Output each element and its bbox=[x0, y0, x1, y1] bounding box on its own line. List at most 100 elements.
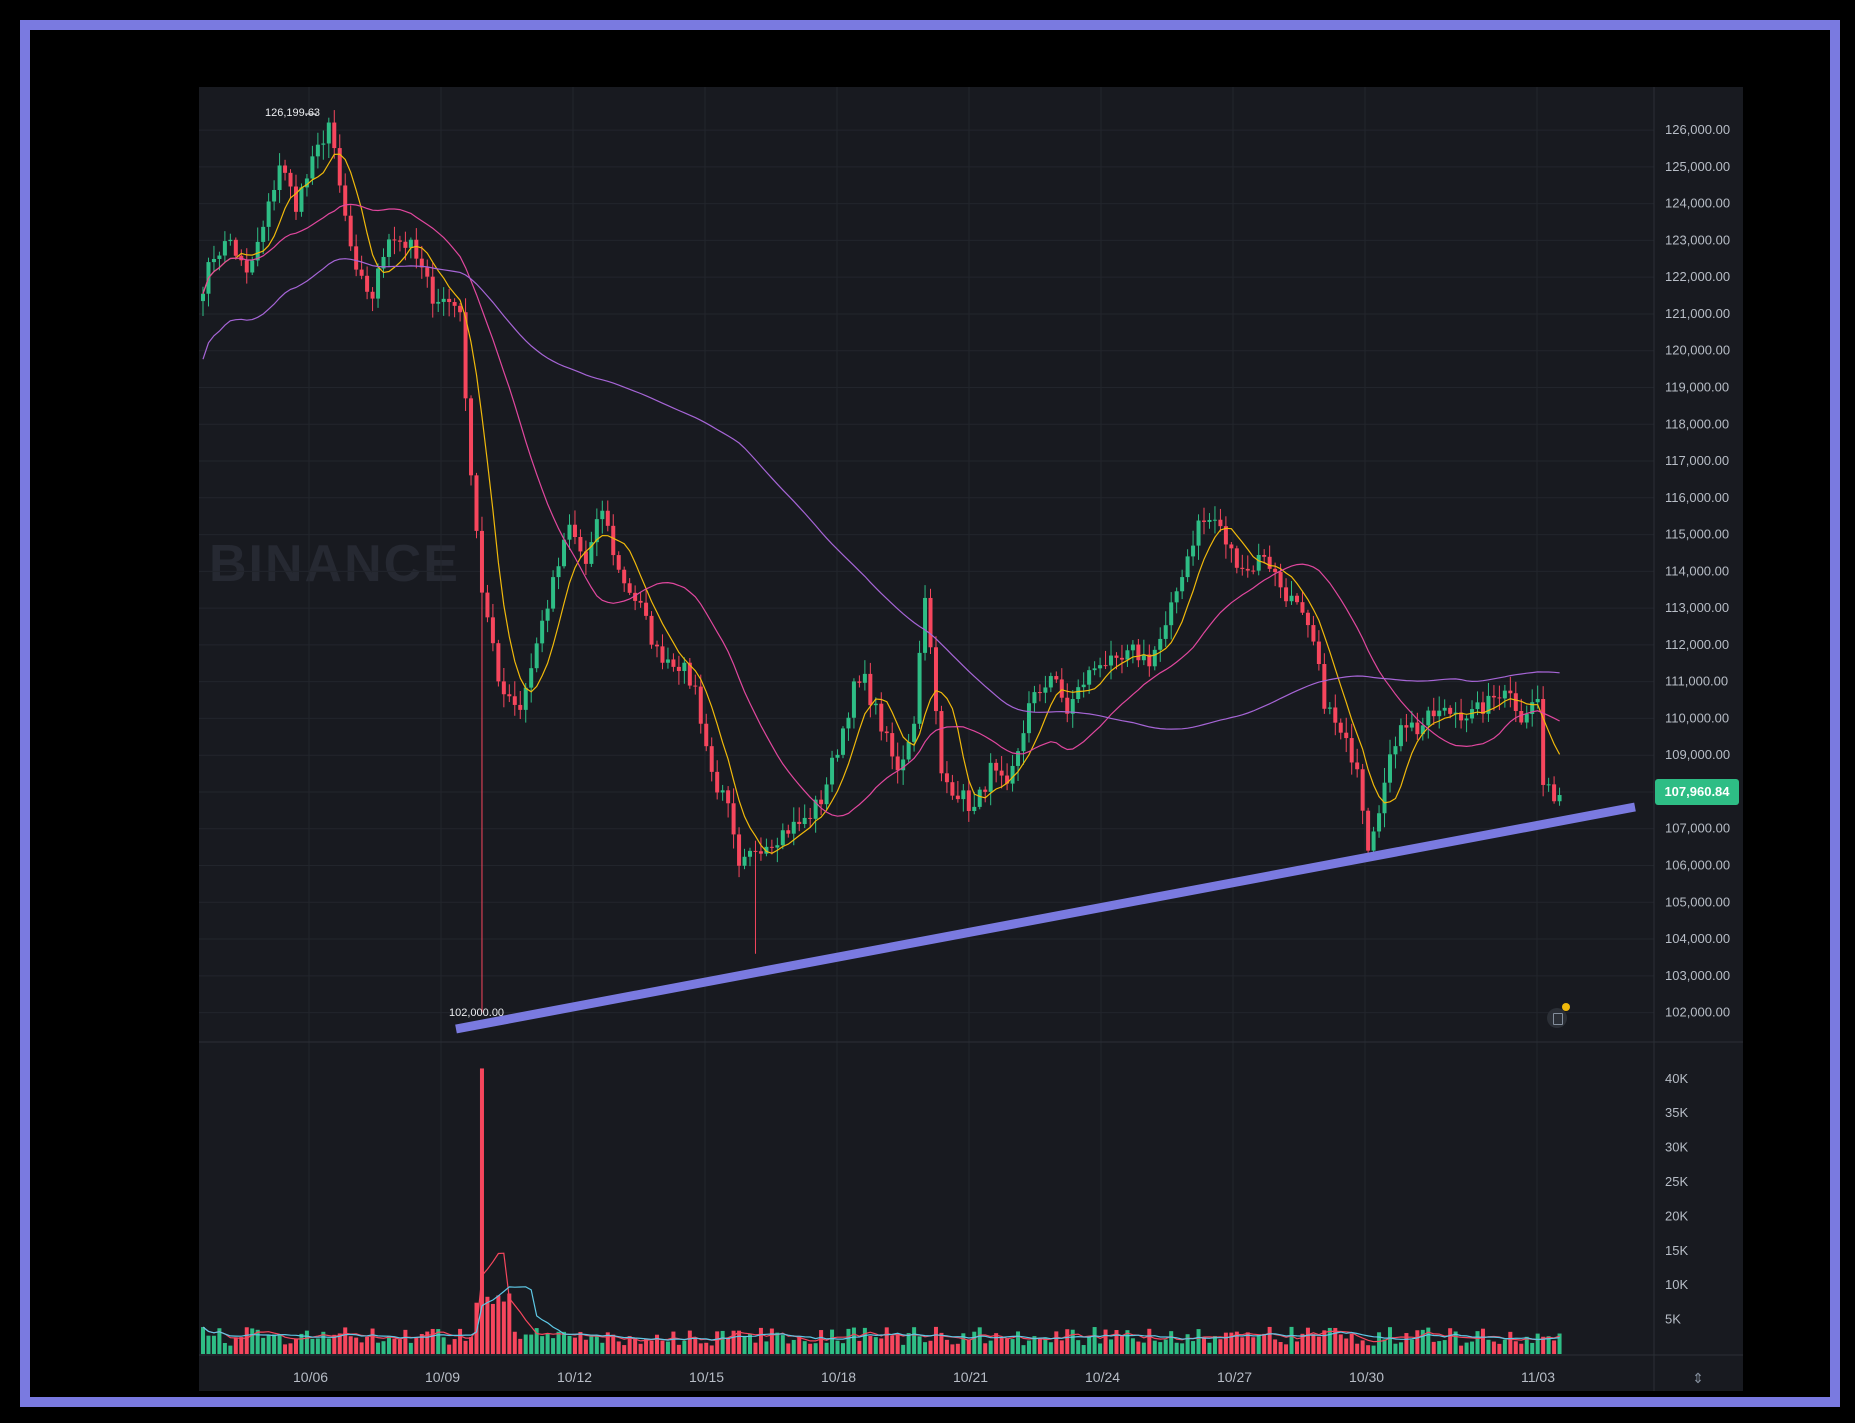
volume-bar bbox=[1174, 1342, 1179, 1354]
candle-body bbox=[665, 659, 670, 663]
ma99-line bbox=[202, 258, 1560, 730]
volume-bar bbox=[501, 1301, 506, 1354]
volume-bar bbox=[1295, 1341, 1299, 1354]
candle-body bbox=[1426, 710, 1431, 726]
volume-bar bbox=[222, 1343, 227, 1354]
candle-body bbox=[567, 524, 572, 540]
volume-bar bbox=[211, 1335, 216, 1354]
volume-bar bbox=[1557, 1333, 1562, 1354]
volume-bar bbox=[1229, 1332, 1234, 1354]
volume-bar bbox=[737, 1330, 742, 1354]
candle-body bbox=[1377, 813, 1382, 832]
chart-canvas: 126,000.00 125,000.00 124,000.00 123,000.00… bbox=[199, 87, 1743, 1391]
volume-bar bbox=[758, 1327, 763, 1354]
candle-body bbox=[1273, 568, 1278, 573]
volume-bar bbox=[545, 1333, 550, 1354]
candle-body bbox=[392, 239, 397, 241]
candle-body bbox=[397, 240, 402, 242]
candle-body bbox=[1152, 649, 1157, 667]
volume-bar bbox=[578, 1331, 583, 1354]
volume-bar bbox=[1371, 1345, 1376, 1354]
volume-bar bbox=[704, 1342, 709, 1354]
volume-bar bbox=[1316, 1336, 1321, 1354]
volume-bar bbox=[1437, 1341, 1442, 1354]
session-low-label: 102,000.00 bbox=[449, 1007, 505, 1019]
candle-body bbox=[1185, 556, 1190, 578]
candle-body bbox=[408, 239, 413, 248]
price-tick-label: 110,000.00 bbox=[1665, 710, 1729, 725]
candle-body bbox=[1218, 519, 1223, 527]
volume-bar bbox=[529, 1334, 534, 1354]
candle-body bbox=[633, 592, 638, 601]
volume-bar bbox=[1480, 1328, 1485, 1354]
date-tick-label: 10/06 bbox=[293, 1369, 328, 1385]
candle-body bbox=[283, 165, 288, 173]
volume-bar bbox=[1098, 1343, 1103, 1354]
candle-body bbox=[403, 241, 408, 248]
candle-body bbox=[1191, 545, 1196, 557]
candle-body bbox=[1491, 695, 1496, 698]
candlestick-chart[interactable]: BINANCE 126,000.00 125,000.00 124,000.00 12… bbox=[199, 87, 1743, 1391]
price-tick-label: 109,000.00 bbox=[1665, 747, 1730, 762]
volume-bar bbox=[1234, 1331, 1239, 1354]
candle-body bbox=[1349, 738, 1354, 763]
volume-bar bbox=[452, 1339, 457, 1354]
volume-bar bbox=[950, 1344, 955, 1354]
volume-bar bbox=[1092, 1327, 1097, 1354]
volume-bar bbox=[819, 1330, 824, 1354]
candle-body bbox=[1552, 784, 1557, 802]
candle-body bbox=[780, 830, 785, 846]
candle-body bbox=[1223, 526, 1228, 545]
volume-ma5-line bbox=[202, 1252, 1560, 1343]
volume-bar bbox=[376, 1342, 381, 1354]
volume-bar bbox=[1513, 1341, 1518, 1354]
alert-icon[interactable] bbox=[1547, 1003, 1570, 1028]
candle-body bbox=[983, 789, 988, 792]
volume-bar bbox=[830, 1329, 835, 1354]
candle-body bbox=[1207, 519, 1212, 522]
candle-body bbox=[638, 600, 643, 603]
candle-body bbox=[321, 143, 326, 145]
volume-bar bbox=[304, 1330, 309, 1354]
volume-bar bbox=[846, 1328, 851, 1354]
candle-body bbox=[1404, 725, 1409, 728]
price-tick-label: 126,000.00 bbox=[1665, 122, 1730, 137]
candle-body bbox=[731, 803, 736, 835]
volume-bar bbox=[255, 1329, 260, 1354]
volume-bar bbox=[944, 1339, 949, 1354]
candle-body bbox=[933, 647, 938, 712]
session-high-label: 126,199.63 bbox=[265, 107, 321, 119]
candle-body bbox=[594, 519, 599, 543]
volume-bar bbox=[397, 1339, 402, 1354]
volume-bar bbox=[1415, 1330, 1420, 1354]
volume-bar bbox=[1005, 1338, 1010, 1354]
volume-bar bbox=[337, 1333, 342, 1354]
candle-body bbox=[1546, 784, 1551, 786]
volume-bar bbox=[250, 1328, 255, 1354]
candle-body bbox=[704, 723, 709, 747]
candle-body bbox=[939, 711, 944, 774]
candle-body bbox=[1065, 697, 1070, 714]
volume-bar bbox=[1431, 1341, 1436, 1354]
date-tick-label: 10/24 bbox=[1085, 1369, 1120, 1385]
volume-bar bbox=[1240, 1337, 1245, 1354]
volume-bar bbox=[299, 1333, 304, 1354]
volume-bar bbox=[1360, 1340, 1365, 1354]
candle-body bbox=[1136, 644, 1141, 661]
volume-bar bbox=[928, 1340, 933, 1354]
candle-body bbox=[748, 850, 752, 857]
volume-bar bbox=[687, 1330, 692, 1354]
auto-scale-icon[interactable]: ⇕ bbox=[1692, 1370, 1704, 1386]
price-tick-label: 121,000.00 bbox=[1665, 306, 1730, 321]
candle-body bbox=[1212, 519, 1217, 521]
volume-bar bbox=[1459, 1345, 1464, 1354]
volume-bar bbox=[901, 1344, 906, 1354]
candle-body bbox=[1502, 690, 1507, 699]
volume-bar bbox=[518, 1338, 523, 1354]
volume-bar bbox=[933, 1326, 938, 1354]
candle-body bbox=[222, 241, 227, 256]
volume-bar bbox=[534, 1328, 539, 1354]
volume-bar bbox=[556, 1331, 561, 1354]
candle-body bbox=[917, 652, 922, 724]
candle-body bbox=[901, 759, 906, 771]
